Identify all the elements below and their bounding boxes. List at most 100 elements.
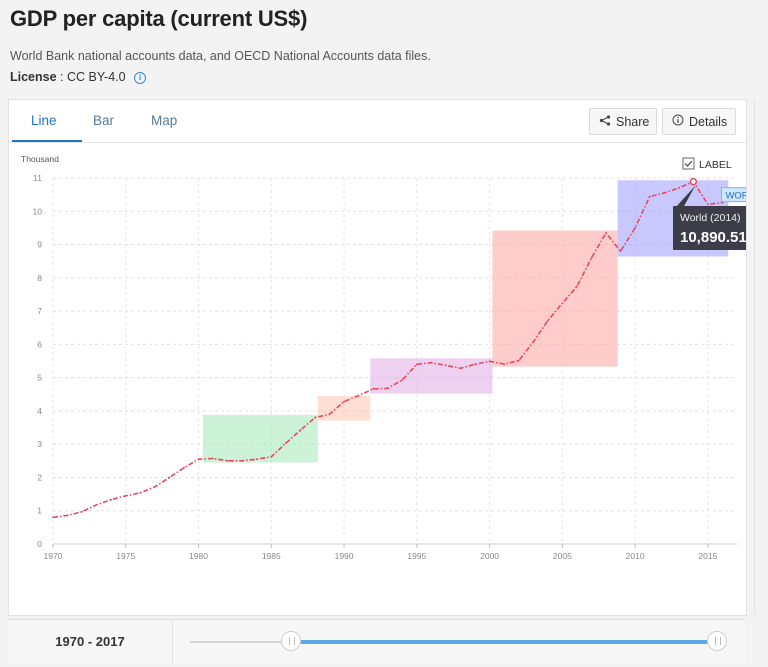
details-button[interactable]: Details: [662, 108, 736, 135]
series-end-label: WORLD: [725, 191, 746, 202]
highlight-regions: [202, 180, 729, 463]
data-point-1981: [212, 457, 214, 460]
tab-map[interactable]: Map: [151, 113, 178, 128]
y-tick-label-8: 8: [37, 273, 42, 283]
data-point-1982: [226, 459, 229, 462]
x-tick-label-2010: 2010: [626, 551, 645, 561]
series: [52, 180, 738, 519]
range-start-handle[interactable]: [281, 631, 301, 651]
data-point-1990: [343, 400, 345, 403]
data-point-1991: [357, 394, 360, 397]
data-point-1979: [183, 466, 185, 469]
details-label: Details: [689, 115, 728, 129]
data-point-2002: [517, 359, 520, 362]
y-tick-label-9: 9: [37, 240, 42, 250]
x-tick-label-1985: 1985: [262, 551, 281, 561]
data-point-1999: [474, 363, 476, 366]
highlight-region-2: [317, 395, 371, 421]
data-point-1976: [139, 491, 142, 494]
data-point-1997: [445, 364, 447, 367]
page-title: GDP per capita (current US$): [10, 6, 308, 31]
x-tick-label-1975: 1975: [116, 551, 135, 561]
label-toggle-text: LABEL: [699, 159, 732, 171]
side-panel-edge: [754, 99, 768, 614]
year-range-label: 1970 - 2017: [8, 620, 173, 664]
y-tick-label-1: 1: [37, 506, 42, 516]
data-point-1972: [81, 510, 84, 513]
data-point-1975: [124, 494, 127, 497]
data-point-2012: [663, 192, 666, 194]
data-point-1992: [372, 388, 375, 390]
data-point-1984: [255, 458, 258, 461]
data-point-2005: [561, 302, 564, 305]
data-point-1974: [110, 498, 113, 501]
license-value: CC BY-4.0: [67, 70, 126, 84]
data-point-2004: [546, 319, 549, 322]
range-slider-fill: [291, 640, 717, 644]
license-label: License: [10, 70, 57, 84]
series-end-label-box: [720, 187, 746, 203]
highlight-region-4: [492, 230, 618, 367]
license-line: License : CC BY-4.0 i: [10, 70, 147, 84]
axes: 0 1 2 3 4 5 6 7 8 9 10 11 1970 1975 1980 1985 1990 1995 20…: [21, 154, 737, 561]
data-point-1977: [153, 485, 156, 488]
data-point-1985: [270, 455, 273, 458]
y-tick-label-7: 7: [37, 306, 42, 316]
highlight-region-1: [202, 414, 318, 463]
tooltip-value: 10,890.517: [680, 229, 746, 246]
share-button[interactable]: Share: [589, 108, 657, 135]
license-separator: :: [60, 70, 67, 84]
data-point-2010: [634, 227, 637, 229]
range-end-handle[interactable]: [707, 631, 727, 651]
tabs-divider: [9, 142, 746, 143]
data-point-2016: [721, 201, 724, 204]
x-tick-label-1990: 1990: [335, 551, 354, 561]
tab-line[interactable]: Line: [31, 113, 57, 128]
data-point-2011: [648, 195, 651, 198]
highlight-region-3: [370, 358, 493, 394]
info-icon[interactable]: i: [134, 72, 147, 84]
data-point-1994: [401, 379, 404, 381]
info-circle-icon: [672, 109, 684, 136]
x-tick-label-1995: 1995: [407, 551, 426, 561]
tooltip-pointer: [675, 185, 696, 208]
data-point-2000: [488, 360, 491, 363]
x-tick-label-1980: 1980: [189, 551, 208, 561]
data-point-2007: [590, 256, 593, 259]
x-tick-label-2000: 2000: [480, 551, 499, 561]
data-point-1983: [241, 459, 244, 462]
share-icon: [599, 109, 611, 136]
tooltip-box: [673, 206, 746, 250]
data-point-1988: [314, 416, 316, 419]
y-tick-label-6: 6: [37, 339, 42, 349]
y-tick-label-4: 4: [37, 406, 42, 416]
data-point-2003: [532, 341, 535, 343]
chart-tabs: Line Bar Map Share Details: [9, 100, 746, 143]
x-tick-label-2015: 2015: [698, 551, 717, 561]
x-tick-label-2005: 2005: [553, 551, 572, 561]
data-point-2008: [605, 232, 607, 234]
hovered-data-point: [689, 177, 698, 186]
data-point-1971: [66, 514, 69, 517]
data-point-1973: [95, 503, 98, 506]
y-tick-label-5: 5: [37, 373, 42, 383]
tab-bar[interactable]: Bar: [93, 113, 115, 128]
data-point-2009: [619, 250, 622, 253]
data-point-1996: [430, 361, 433, 364]
data-point-1980: [197, 458, 200, 461]
series-line-world: [52, 180, 738, 519]
line-chart: 0 1 2 3 4 5 6 7 8 9 10 11 1970 1975 1980 1985 1990 1995 20…: [21, 154, 746, 561]
y-axis-title: Thousand: [21, 154, 59, 164]
label-checkbox[interactable]: [682, 157, 695, 170]
data-point-1970: [52, 516, 54, 519]
y-tick-label-10: 10: [33, 206, 43, 216]
data-point-2006: [576, 285, 578, 288]
data-point-1993: [386, 387, 389, 390]
data-point-2013: [677, 187, 680, 189]
data-point-1987: [299, 429, 302, 432]
tooltip-title: World (2014): [680, 212, 741, 224]
data-point-1978: [168, 476, 171, 479]
source-note: World Bank national accounts data, and O…: [10, 49, 431, 63]
overlay: WORLD LABEL World (2014) 10,890.517: [673, 157, 746, 250]
year-range-bar: 1970 - 2017: [8, 619, 745, 664]
